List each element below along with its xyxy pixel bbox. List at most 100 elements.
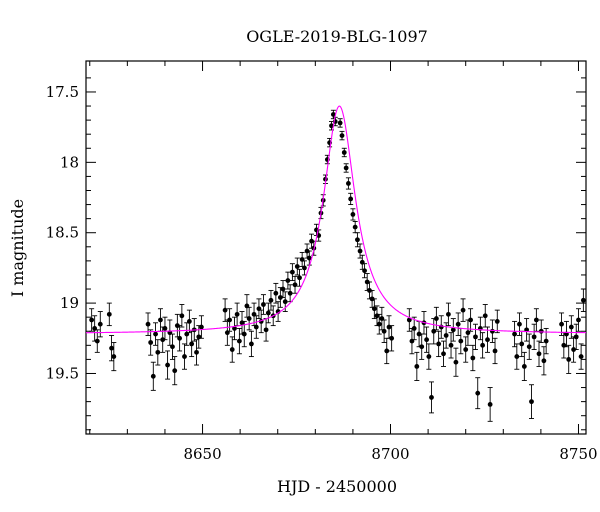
data-point — [236, 327, 242, 355]
data-marker — [566, 357, 572, 362]
data-point — [244, 294, 250, 318]
data-marker — [448, 342, 454, 348]
data-point — [155, 339, 161, 366]
data-point — [106, 302, 112, 327]
data-point — [512, 320, 518, 348]
data-marker — [287, 290, 293, 296]
data-marker — [352, 224, 358, 230]
data-marker — [106, 311, 112, 317]
data-marker — [339, 133, 345, 139]
data-point — [224, 319, 230, 346]
data-point — [468, 308, 474, 332]
data-point — [222, 298, 228, 322]
data-marker — [517, 321, 522, 327]
data-point — [181, 343, 187, 370]
data-marker — [282, 299, 288, 305]
data-point — [229, 336, 235, 363]
chart-title: OGLE-2019-BLG-1097 — [246, 27, 428, 46]
data-point — [169, 333, 175, 360]
data-point — [297, 268, 303, 287]
data-marker — [343, 165, 349, 171]
data-point — [472, 323, 478, 350]
data-point — [341, 147, 347, 158]
data-marker — [519, 341, 525, 347]
data-marker — [241, 331, 247, 337]
data-marker — [179, 313, 185, 319]
data-marker — [470, 355, 476, 361]
x-tick-label: 8650 — [183, 445, 221, 463]
data-point — [362, 263, 368, 279]
data-point — [177, 325, 183, 352]
data-point — [157, 308, 163, 332]
data-marker — [263, 327, 269, 333]
data-marker — [531, 334, 537, 340]
x-tick-label: 8700 — [371, 445, 409, 463]
data-point — [475, 377, 481, 410]
data-point — [292, 275, 298, 294]
data-marker — [463, 347, 469, 352]
data-point — [536, 340, 542, 367]
data-marker — [489, 328, 495, 334]
data-point — [573, 323, 579, 350]
data-point — [153, 322, 159, 346]
data-marker — [355, 237, 360, 243]
data-point — [465, 319, 471, 346]
data-point — [419, 333, 425, 360]
data-point — [526, 333, 532, 360]
data-point — [301, 260, 307, 276]
data-point — [480, 332, 486, 359]
data-marker — [573, 334, 579, 340]
axis-ticks — [86, 61, 586, 434]
data-point — [531, 323, 537, 350]
data-marker — [261, 302, 266, 307]
data-point — [357, 243, 363, 259]
data-point — [359, 254, 365, 270]
data-marker — [294, 264, 300, 269]
axis-tick-labels: 8650 8700 8750 17.5 18 18.5 19 19.5 — [46, 83, 598, 463]
data-point — [268, 289, 274, 311]
data-point — [256, 298, 262, 320]
data-point — [538, 319, 544, 343]
data-marker — [543, 338, 549, 344]
data-marker — [468, 317, 473, 323]
data-point — [450, 318, 456, 342]
data-marker — [536, 351, 542, 357]
data-marker — [109, 345, 114, 351]
data-point — [541, 346, 547, 376]
data-marker — [297, 275, 302, 281]
data-marker — [246, 316, 252, 321]
data-point — [111, 342, 117, 372]
data-point — [521, 351, 527, 381]
data-point — [470, 344, 476, 372]
data-marker — [153, 331, 158, 337]
data-marker — [571, 347, 576, 352]
data-point — [198, 315, 204, 339]
plot-frame — [85, 60, 587, 435]
data-marker — [436, 341, 442, 347]
data-marker — [559, 321, 564, 327]
data-points — [89, 109, 586, 422]
data-point — [575, 308, 581, 332]
data-point — [453, 347, 459, 377]
data-point — [165, 350, 171, 380]
data-point — [306, 250, 312, 266]
data-marker — [111, 354, 117, 359]
data-marker — [330, 112, 336, 117]
data-marker — [268, 297, 274, 303]
y-tick-label: 18.5 — [46, 224, 79, 242]
y-tick-label: 18 — [60, 153, 79, 171]
data-marker — [433, 316, 439, 321]
data-point — [227, 308, 233, 332]
data-point — [460, 298, 466, 322]
data-point — [89, 308, 95, 332]
data-marker — [487, 402, 493, 407]
data-marker — [94, 338, 100, 344]
data-marker — [150, 373, 156, 379]
data-marker — [450, 327, 456, 333]
data-marker — [475, 390, 481, 396]
data-marker — [162, 326, 168, 331]
data-point — [350, 208, 356, 221]
data-marker — [406, 317, 412, 323]
data-marker — [458, 338, 464, 344]
data-marker — [148, 340, 154, 345]
